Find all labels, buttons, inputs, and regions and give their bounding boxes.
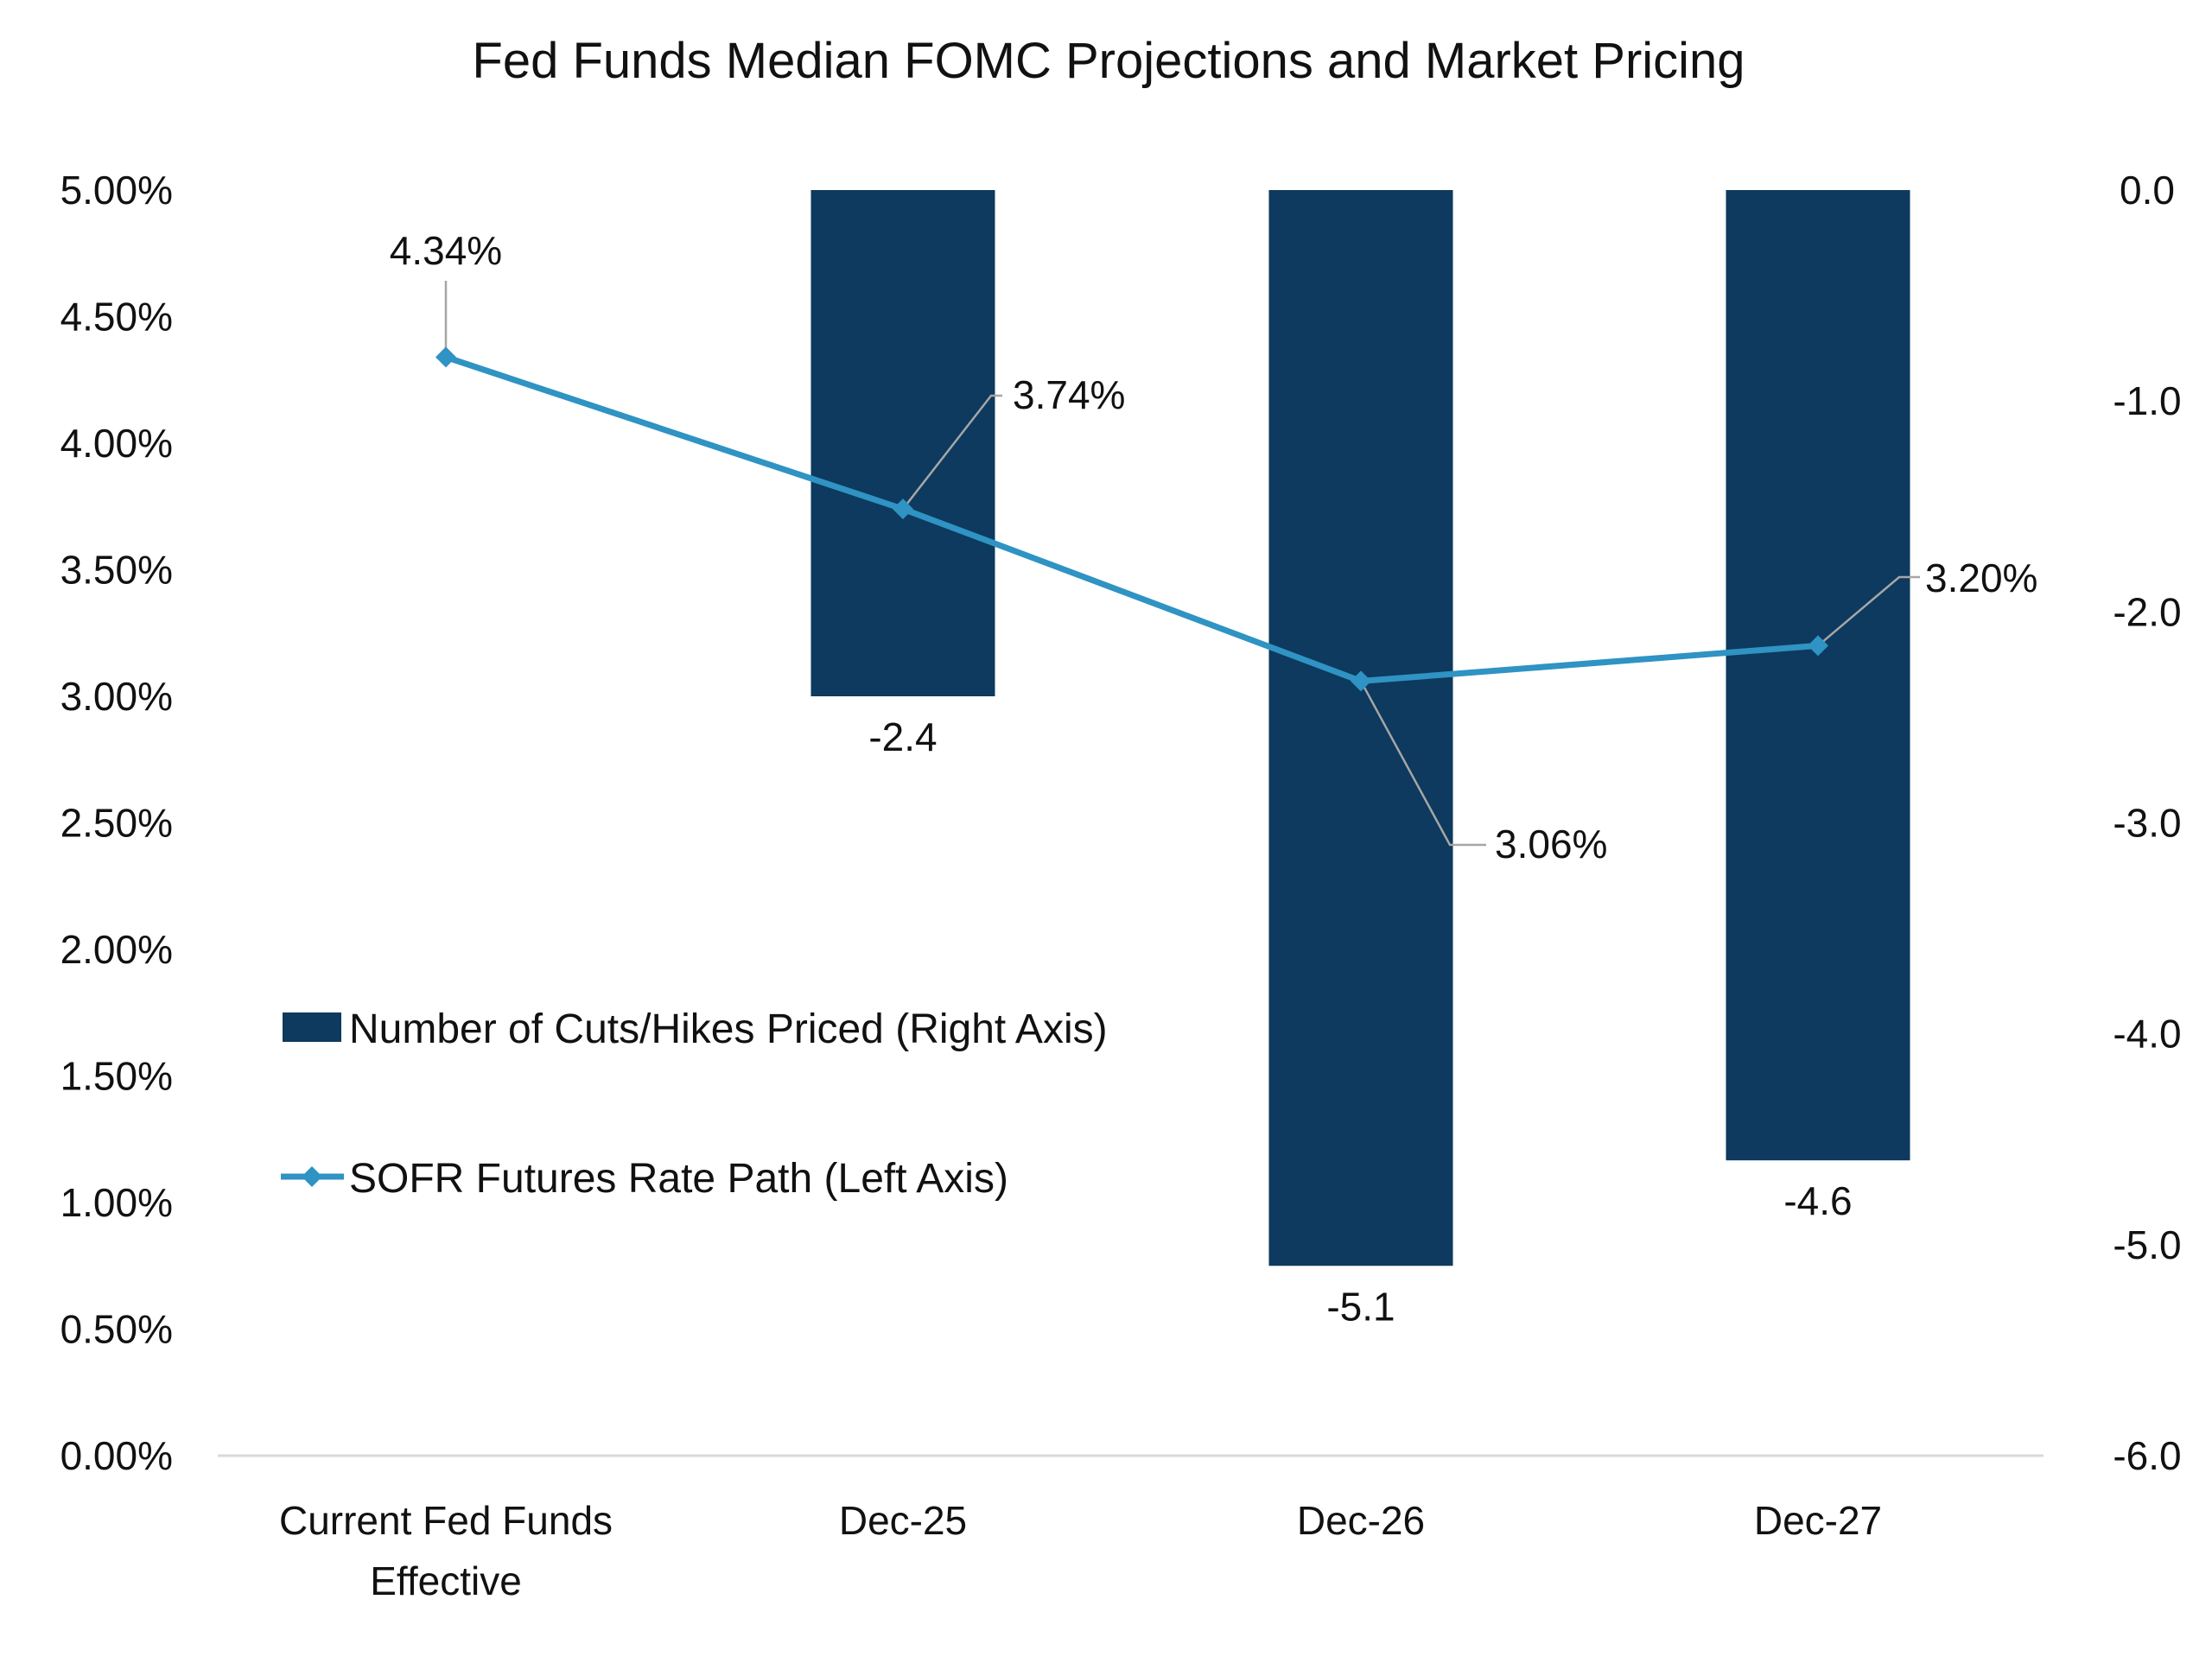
y-left-tick-label: 4.50% [60, 295, 173, 340]
y-left-tick-label: 0.00% [60, 1433, 173, 1478]
x-category-label: Effective [370, 1558, 522, 1603]
y-left-tick-label: 1.50% [60, 1054, 173, 1099]
sofr-line [444, 354, 1819, 684]
bar-series [810, 190, 1910, 1266]
legend-line-marker [302, 1166, 322, 1187]
line-data-label: 4.34% [390, 228, 502, 273]
y-left-tick-label: 5.00% [60, 168, 173, 213]
y-right-tick-label: -4.0 [2113, 1012, 2181, 1057]
y-axis-right: 0.0 -1.0 -2.0 -3.0 -4.0 -5.0 -6.0 [2113, 168, 2181, 1478]
y-left-tick-label: 4.00% [60, 421, 173, 466]
x-category-label: Dec-26 [1297, 1498, 1425, 1543]
line-point [435, 346, 456, 368]
leader-lines [444, 281, 1920, 847]
bar-dec-27 [1726, 190, 1910, 1161]
y-right-tick-label: 0.0 [2120, 168, 2175, 213]
bar-dec-26 [1268, 190, 1453, 1266]
leader-line [902, 394, 1002, 510]
y-right-tick-label: -5.0 [2113, 1222, 2181, 1267]
y-left-tick-label: 3.00% [60, 674, 173, 719]
y-right-tick-label: -6.0 [2113, 1433, 2181, 1478]
line-data-label: 3.20% [1925, 555, 2037, 600]
y-left-tick-label: 3.50% [60, 548, 173, 593]
line-data-label: 3.74% [1013, 372, 1125, 417]
y-axis-left: 0.00% 0.50% 1.00% 1.50% 2.00% 2.50% 3.00% 3.50%… [60, 168, 173, 1478]
legend-bar-label: Number of Cuts/Hikes Priced (Right Axis) [349, 1006, 1108, 1052]
legend-line-label: SOFR Futures Rate Path (Left Axis) [349, 1156, 1008, 1202]
bar-dec-25 [810, 190, 995, 696]
line-series [435, 346, 1828, 692]
chart-title: Fed Funds Median FOMC Projections and Ma… [472, 33, 1745, 89]
legend-bar-swatch [283, 1012, 341, 1042]
leader-line [1359, 680, 1486, 847]
y-right-tick-label: -1.0 [2113, 378, 2181, 423]
bar-data-label: -4.6 [1783, 1178, 1852, 1223]
line-point [1808, 635, 1828, 657]
bar-data-label: -5.1 [1326, 1284, 1395, 1329]
x-category-label: Current Fed Funds [279, 1498, 613, 1543]
leader-line [1817, 575, 1920, 647]
y-right-tick-label: -2.0 [2113, 589, 2181, 634]
y-left-tick-label: 2.50% [60, 801, 173, 846]
bar-data-label: -2.4 [868, 714, 937, 759]
line-point [1351, 670, 1371, 692]
y-right-tick-label: -3.0 [2113, 801, 2181, 846]
data-labels: 4.34% 3.74% 3.06% 3.20% -2.4 -5.1 -4.6 [390, 228, 2038, 1329]
x-category-label: Dec-27 [1754, 1498, 1882, 1543]
x-category-label: Dec-25 [839, 1498, 967, 1543]
y-left-tick-label: 0.50% [60, 1307, 173, 1352]
category-labels: Current Fed Funds Effective Dec-25 Dec-26 De… [279, 1498, 1882, 1603]
line-data-label: 3.06% [1495, 822, 1607, 866]
legend: Number of Cuts/Hikes Priced (Right Axis)… [281, 1006, 1108, 1202]
y-left-tick-label: 2.00% [60, 927, 173, 972]
y-left-tick-label: 1.00% [60, 1180, 173, 1225]
line-point [893, 498, 913, 520]
